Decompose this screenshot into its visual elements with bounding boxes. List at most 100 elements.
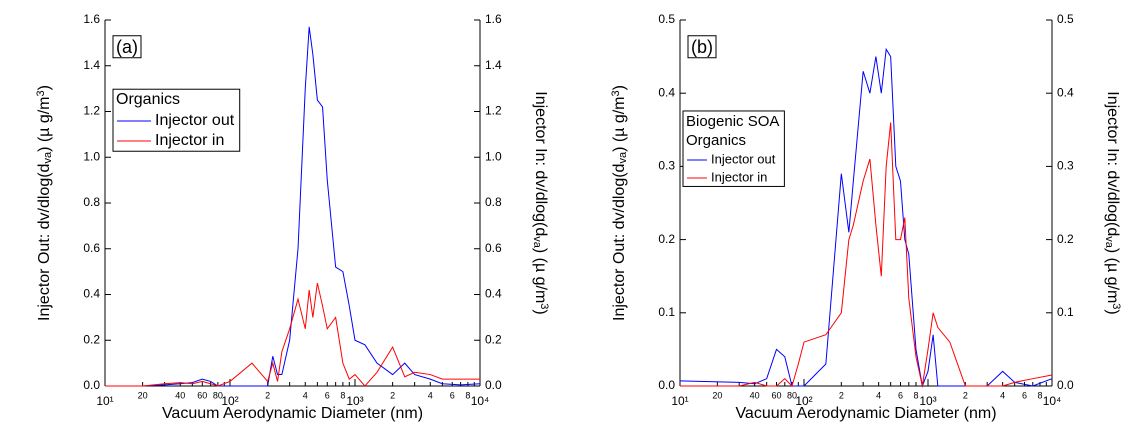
x-tick-label: 6 <box>898 390 903 400</box>
y2-tick-label: 1.4 <box>485 58 502 72</box>
label-part: ) <box>36 85 53 90</box>
y2-tick-label: 0.4 <box>1057 85 1074 99</box>
y-tick-label: 0.3 <box>658 159 675 173</box>
x-tick-label: 40 <box>750 390 760 400</box>
x-tick-label: 8 <box>465 390 470 400</box>
legend-box <box>682 110 785 187</box>
label-part: ) <box>611 85 628 90</box>
x-tick-label: 10⁴ <box>1043 394 1062 408</box>
legend-title: Organics <box>686 132 746 149</box>
panel-label-box <box>112 35 142 59</box>
x-tick-label: 2 <box>839 390 844 400</box>
x-tick-label: 20 <box>138 390 148 400</box>
chart-panel: 0.0 0.2 0.4 0.6 0.8 1.0 1.2 1.4 1.6 0.0 0.2 0.4 0.6 0… <box>35 12 551 422</box>
y-tick-label: 0.4 <box>83 287 100 301</box>
x-tick-label: 10⁴ <box>471 394 490 408</box>
y2-tick-label: 0.2 <box>485 332 502 346</box>
x-tick-label: 6 <box>450 390 455 400</box>
y-tick-label: 0.0 <box>658 378 675 392</box>
panel-label: (a) <box>116 37 138 57</box>
label-part: Injector In: dv/dlog(d <box>532 91 549 236</box>
label-part: Injector In: dv/dlog(d <box>1104 91 1121 236</box>
label-part: ) (µ g/m <box>36 96 53 151</box>
y-tick-label: 0.6 <box>83 241 100 255</box>
subscript: va <box>42 151 54 164</box>
x-tick-label: 80 <box>213 390 223 400</box>
x-tick-label: 60 <box>771 390 781 400</box>
subscript: va <box>617 151 629 164</box>
x-tick-label: 10³ <box>919 394 936 408</box>
panel-label-box <box>687 35 717 59</box>
panel-label: (b) <box>691 37 713 57</box>
axis-label: Injector In: dv/dlog(dva) (µ g/m3) <box>531 91 551 314</box>
y-tick-label: 1.0 <box>83 149 100 163</box>
x-tick-label: 2 <box>265 390 270 400</box>
x-tick-label: 10² <box>795 394 812 408</box>
y2-tick-label: 0.2 <box>1057 232 1074 246</box>
y-tick-label: 0.5 <box>658 12 675 26</box>
y2-tick-label: 0.6 <box>485 241 502 255</box>
label-part: Injector Out: dv/dlog(d <box>36 164 53 321</box>
label-part: ) <box>1104 309 1121 314</box>
y2-tick-label: 1.0 <box>485 149 502 163</box>
x-tick-label: 10¹ <box>96 394 113 408</box>
label-part: Injector Out: dv/dlog(d <box>611 164 628 321</box>
y-tick-label: 1.2 <box>83 104 100 118</box>
legend-label: Injector in <box>711 169 767 184</box>
x-tick-label: 80 <box>787 390 797 400</box>
y2-tick-label: 1.6 <box>485 12 502 26</box>
superscript: 3 <box>538 303 550 309</box>
legend-label: Injector out <box>155 112 235 129</box>
x-tick-label: 6 <box>1022 390 1027 400</box>
x-tick-label: 8 <box>1037 390 1042 400</box>
legend-label: Injector out <box>711 151 776 166</box>
series-line <box>105 26 481 387</box>
y-tick-label: 1.4 <box>83 58 100 72</box>
superscript: 3 <box>35 90 47 96</box>
x-axis-label: Vacuum Aerodynamic Diameter (nm) <box>735 405 996 422</box>
superscript: 3 <box>610 90 622 96</box>
y-tick-label: 0.1 <box>658 305 675 319</box>
x-axis-label: Vacuum Aerodynamic Diameter (nm) <box>162 405 423 422</box>
subscript: va <box>531 236 543 249</box>
y2-tick-label: 0.8 <box>485 195 502 209</box>
superscript: 3 <box>1110 303 1122 309</box>
x-tick-label: 2 <box>390 390 395 400</box>
series-line <box>105 282 480 387</box>
x-tick-label: 6 <box>325 390 330 400</box>
y2-tick-label: 0.4 <box>485 287 502 301</box>
x-tick-label: 60 <box>197 390 207 400</box>
label-part: ) (µ g/m <box>532 248 549 303</box>
label-part: ) (µ g/m <box>611 96 628 151</box>
x-tick-label: 10³ <box>346 394 363 408</box>
y2-tick-label: 0.5 <box>1057 12 1074 26</box>
y-tick-label: 0.2 <box>83 332 100 346</box>
y2-tick-label: 0.3 <box>1057 159 1074 173</box>
y-tick-label: 1.6 <box>83 12 100 26</box>
series-line <box>679 47 1053 388</box>
legend-label: Injector in <box>155 132 224 149</box>
series-line <box>680 122 1053 387</box>
y-tick-label: 0.0 <box>83 378 100 392</box>
x-tick-label: 4 <box>428 390 433 400</box>
chart-panel: 0.0 0.1 0.2 0.3 0.4 0.5 0.0 0.1 0.2 0.3 0.4 0.5 10¹ 2… <box>610 12 1123 422</box>
x-tick-label: 10² <box>221 394 238 408</box>
x-tick-label: 4 <box>303 390 308 400</box>
label-part: ) <box>532 309 549 314</box>
axis-label: Injector Out: dv/dlog(dva) (µ g/m3) <box>35 85 55 321</box>
axis-label: Injector Out: dv/dlog(dva) (µ g/m3) <box>610 85 630 321</box>
legend-title: Organics <box>116 91 180 108</box>
y2-tick-label: 0.1 <box>1057 305 1074 319</box>
legend: Organics Injector out Injector in <box>112 88 241 152</box>
x-tick-label: 20 <box>712 390 722 400</box>
y2-tick-label: 0.0 <box>485 378 502 392</box>
x-tick-label: 8 <box>340 390 345 400</box>
y2-tick-label: 1.2 <box>485 104 502 118</box>
x-tick-label: 4 <box>1000 390 1005 400</box>
subscript: va <box>1103 236 1115 249</box>
legend-title: Biogenic SOA <box>686 113 779 130</box>
x-tick-label: 2 <box>963 390 968 400</box>
x-tick-label: 4 <box>876 390 881 400</box>
y-tick-label: 0.2 <box>658 232 675 246</box>
